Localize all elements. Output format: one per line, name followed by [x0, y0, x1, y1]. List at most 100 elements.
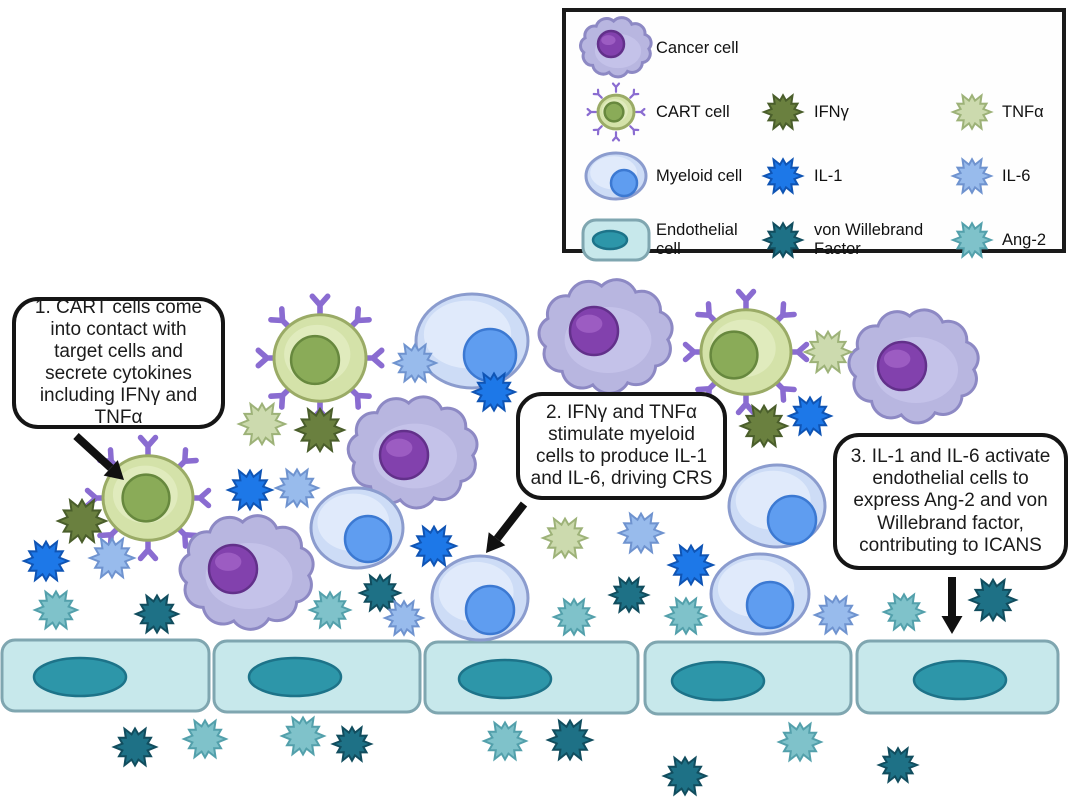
cancer-cell	[579, 16, 653, 79]
il1-icon	[752, 153, 814, 199]
tnfa-icon-canvas	[950, 93, 994, 131]
cytokine-il1	[666, 543, 716, 587]
cytokine-ang2	[551, 597, 597, 637]
cytokine-ang2	[663, 596, 709, 636]
ifny-icon-canvas	[761, 93, 805, 131]
cart-cell	[586, 82, 646, 142]
myeloid-cell	[414, 292, 530, 390]
cytokine-vwf	[133, 593, 181, 635]
legend-row-myeloid: Myeloid cell IL-1 IL-6	[576, 144, 1058, 208]
tnfa-icon	[942, 89, 1002, 135]
cart-receptor-icon	[635, 107, 646, 117]
cytokine-il1	[470, 371, 518, 413]
legend-label-ang2: Ang-2	[1002, 230, 1047, 249]
cytokine-il6	[812, 594, 860, 636]
endothelial-cell	[0, 638, 211, 713]
cytokine-ang2	[181, 718, 229, 760]
cytokine-vwf	[607, 576, 651, 614]
cancer-cell	[178, 514, 315, 631]
arrow	[73, 433, 124, 480]
callout-step-2: 2. IFNγ and TNFα stimulate myeloid cells…	[516, 392, 727, 500]
endothelial-cell-icon	[576, 208, 656, 272]
cytokine-il6	[391, 342, 439, 384]
cytokine-tnfa	[950, 93, 994, 131]
myeloid-cell	[727, 463, 827, 549]
cancer-cell-icon	[576, 16, 656, 80]
ifny-icon	[752, 89, 814, 135]
arrow	[941, 577, 963, 634]
cytokine-ang2	[881, 592, 927, 632]
myeloid-cell	[709, 552, 811, 636]
endothelial-icon-canvas	[581, 218, 651, 262]
il6-icon-canvas	[950, 157, 994, 195]
cancer-cell	[346, 395, 479, 510]
endothelial-cell	[581, 218, 651, 262]
myeloid-icon-canvas	[584, 151, 648, 201]
cytokine-ang2	[307, 590, 353, 630]
il1-icon-canvas	[761, 157, 805, 195]
cart-cell	[84, 434, 212, 562]
cytokine-ifny	[55, 497, 109, 545]
vwf-icon-canvas	[761, 221, 805, 259]
cytokine-ang2	[279, 715, 327, 757]
legend-label-myeloid-cell: Myeloid cell	[656, 166, 743, 185]
legend-label-il6: IL-6	[1002, 166, 1031, 185]
legend-label-endothelial-cell: Endothelial cell	[656, 221, 738, 258]
legend-row-cancer: Cancer cell	[576, 16, 1058, 80]
endothelial-cell	[212, 639, 422, 714]
legend-label-cart-cell: CART cell	[656, 102, 730, 121]
cytokine-il1	[786, 395, 834, 437]
endothelial-cell	[855, 639, 1060, 715]
cancer-cell	[847, 308, 980, 425]
cytokine-il1	[761, 157, 805, 195]
cytokine-il6	[382, 599, 426, 637]
cart-cell	[255, 293, 385, 423]
ang2-icon	[942, 217, 1002, 263]
callout-step-1: 1. CART cells come into contact with tar…	[12, 297, 225, 429]
legend: Cancer cell CART cell IFNγ TNFα Myeloid …	[562, 8, 1066, 262]
cart-receptor-icon	[586, 107, 597, 117]
cytokine-vwf	[761, 221, 805, 259]
cytokine-il1	[225, 468, 275, 512]
cytokine-il6	[273, 467, 321, 509]
legend-label-cancer-cell: Cancer cell	[656, 38, 739, 57]
cytokine-vwf	[357, 573, 403, 613]
cart-icon-canvas	[586, 82, 646, 142]
cytokine-ifny	[293, 406, 347, 454]
cytokine-ang2	[950, 221, 994, 259]
cytokine-il1	[21, 539, 71, 583]
cart-cell	[682, 288, 810, 416]
cytokine-vwf	[545, 718, 595, 762]
myeloid-cell	[430, 554, 530, 642]
callout-step-3: 3. IL-1 and IL-6 activate endothelial ce…	[833, 433, 1068, 570]
callout-step-2-text: 2. IFNγ and TNFα stimulate myeloid cells…	[530, 401, 713, 490]
cart-cell-icon	[576, 80, 656, 144]
cytokine-il6	[87, 536, 137, 580]
endothelial-cell	[643, 640, 853, 716]
cytokine-il1	[409, 524, 459, 568]
legend-label-il1: IL-1	[814, 166, 843, 185]
cytokine-il6	[950, 157, 994, 195]
il6-icon	[942, 153, 1002, 199]
cart-receptor-icon	[592, 125, 603, 136]
arrow	[486, 501, 528, 553]
cart-receptor-icon	[611, 131, 621, 142]
cytokine-tnfa	[236, 401, 288, 447]
myeloid-cell-icon	[576, 144, 656, 208]
cart-receptor-icon	[629, 125, 640, 136]
cytokine-ang2	[776, 721, 824, 763]
legend-row-cart: CART cell IFNγ TNFα	[576, 80, 1058, 144]
cytokine-vwf	[876, 746, 920, 784]
callout-step-1-text: 1. CART cells come into contact with tar…	[34, 296, 203, 429]
cart-receptor-icon	[629, 88, 640, 99]
cytokine-il6	[616, 511, 666, 555]
cancer-cell	[537, 278, 674, 395]
cytokine-ang2	[481, 720, 529, 762]
cytokine-vwf	[967, 577, 1019, 623]
callout-step-3-text: 3. IL-1 and IL-6 activate endothelial ce…	[850, 446, 1051, 556]
legend-label-ifny: IFNγ	[814, 102, 849, 121]
myeloid-cell	[309, 486, 405, 570]
cart-receptor-icon	[592, 88, 603, 99]
legend-row-endothelial: Endothelial cell von Willebrand Factor A…	[576, 208, 1058, 272]
